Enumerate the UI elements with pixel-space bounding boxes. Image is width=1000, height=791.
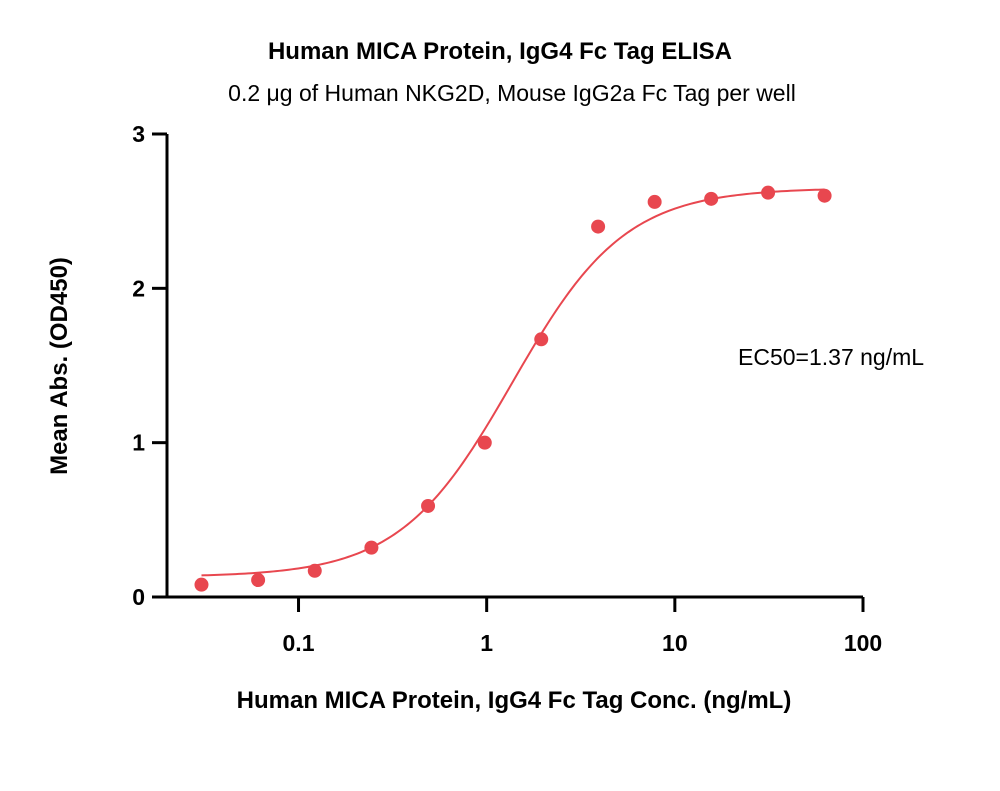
chart-subtitle: 0.2 μg of Human NKG2D, Mouse IgG2a Fc Ta… bbox=[228, 80, 796, 106]
y-tick-label: 3 bbox=[132, 121, 145, 147]
axes bbox=[165, 134, 863, 599]
data-point bbox=[194, 577, 209, 592]
x-tick-label: 10 bbox=[662, 630, 688, 656]
ec50-annotation: EC50=1.37 ng/mL bbox=[738, 344, 924, 370]
x-axis-label: Human MICA Protein, IgG4 Fc Tag Conc. (n… bbox=[237, 687, 792, 714]
data-point bbox=[364, 540, 379, 555]
x-tick-label: 1 bbox=[480, 630, 493, 656]
data-point bbox=[704, 191, 719, 206]
data-point bbox=[591, 219, 606, 234]
y-tick-label: 0 bbox=[132, 584, 145, 610]
x-ticks: 0.1 1 10 100 bbox=[283, 597, 882, 656]
data-point bbox=[534, 332, 549, 347]
data-point bbox=[251, 573, 266, 588]
data-points bbox=[194, 185, 832, 592]
fit-curve bbox=[201, 188, 825, 577]
x-tick-label: 0.1 bbox=[283, 630, 315, 656]
x-tick-label: 100 bbox=[844, 630, 882, 656]
y-ticks: 0 1 2 3 bbox=[132, 121, 167, 610]
data-point bbox=[421, 498, 436, 513]
data-point bbox=[817, 188, 832, 203]
y-tick-label: 1 bbox=[132, 430, 145, 456]
data-point bbox=[761, 185, 776, 200]
y-axis-label: Mean Abs. (OD450) bbox=[46, 257, 73, 475]
chart-title: Human MICA Protein, IgG4 Fc Tag ELISA bbox=[268, 38, 732, 65]
data-point bbox=[647, 194, 662, 209]
y-tick-label: 2 bbox=[132, 275, 145, 301]
data-point bbox=[307, 563, 322, 578]
data-point bbox=[477, 435, 492, 450]
